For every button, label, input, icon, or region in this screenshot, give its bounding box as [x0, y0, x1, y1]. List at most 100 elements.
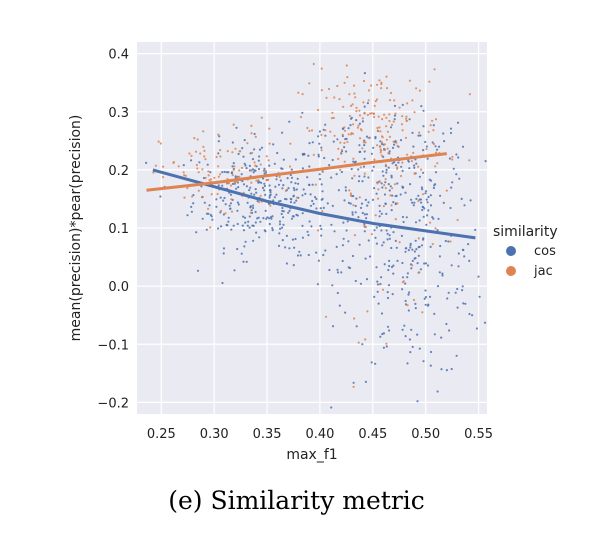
point-jac [390, 204, 393, 207]
point-cos [242, 155, 245, 158]
point-jac [382, 205, 385, 208]
point-cos [442, 201, 445, 204]
point-jac [357, 124, 360, 127]
point-jac [265, 155, 268, 158]
point-cos [242, 183, 246, 186]
point-jac [413, 111, 416, 114]
point-cos [361, 120, 364, 123]
point-jac [209, 226, 212, 229]
point-cos [307, 253, 310, 257]
point-jac [196, 138, 199, 141]
point-cos [424, 289, 427, 292]
point-cos [456, 306, 459, 309]
point-cos [253, 193, 256, 196]
point-cos [261, 177, 265, 180]
point-jac [296, 196, 299, 199]
point-cos [393, 161, 396, 164]
point-cos [414, 307, 417, 310]
point-jac [378, 79, 381, 82]
point-cos [407, 293, 410, 296]
point-cos [244, 221, 247, 224]
point-cos [443, 140, 446, 143]
point-cos [263, 167, 266, 170]
point-jac [362, 79, 366, 83]
point-jac [268, 142, 271, 145]
x-tick-label: 0.40 [305, 427, 334, 442]
point-cos [385, 345, 388, 348]
point-cos [240, 252, 243, 255]
point-cos [358, 144, 361, 147]
point-cos [388, 234, 391, 237]
point-cos [365, 217, 368, 220]
point-cos [307, 154, 310, 157]
point-jac [289, 142, 292, 145]
point-jac [341, 133, 344, 136]
point-cos [320, 146, 323, 149]
point-cos [272, 143, 275, 146]
point-jac [366, 113, 369, 117]
y-tick-label: 0.4 [108, 48, 129, 63]
point-jac [337, 157, 340, 160]
point-jac [432, 142, 435, 146]
point-cos [380, 182, 383, 185]
point-cos [345, 150, 348, 153]
point-cos [241, 147, 244, 150]
point-cos [401, 169, 404, 172]
point-cos [217, 152, 220, 155]
point-cos [409, 183, 412, 186]
point-cos [420, 105, 423, 108]
point-cos [373, 229, 376, 232]
point-jac [202, 130, 205, 133]
point-cos [420, 186, 423, 189]
point-cos [247, 220, 250, 223]
point-cos [321, 197, 324, 200]
point-cos [350, 168, 353, 171]
point-cos [363, 230, 366, 233]
point-cos [352, 195, 355, 198]
point-cos [391, 293, 394, 296]
point-cos [438, 145, 441, 148]
point-cos [411, 131, 414, 134]
point-jac [232, 123, 235, 126]
point-jac [396, 167, 399, 170]
point-cos [433, 333, 436, 336]
point-jac [386, 87, 389, 90]
point-jac [191, 195, 194, 198]
point-jac [384, 163, 387, 166]
x-tick-label: 0.25 [147, 427, 176, 442]
point-cos [387, 268, 390, 272]
point-cos [264, 209, 267, 212]
point-jac [370, 84, 373, 87]
point-cos [274, 185, 277, 188]
regression-line-jac [146, 152, 447, 192]
point-cos [233, 269, 236, 272]
point-jac [364, 226, 367, 229]
point-cos [426, 201, 429, 204]
point-cos [380, 312, 384, 315]
point-cos [289, 201, 293, 204]
point-cos [286, 177, 289, 180]
point-cos [310, 225, 313, 228]
point-cos [301, 152, 304, 156]
point-cos [268, 196, 271, 199]
point-cos [424, 262, 428, 265]
point-cos [392, 272, 395, 275]
point-jac [231, 151, 234, 154]
point-cos [328, 268, 331, 272]
point-cos [345, 137, 348, 140]
point-cos [336, 271, 340, 274]
point-jac [388, 99, 392, 102]
point-cos [376, 280, 379, 283]
point-cos [263, 229, 266, 232]
point-cos [384, 181, 387, 184]
point-jac [451, 158, 454, 161]
point-jac [345, 64, 348, 67]
point-cos [292, 195, 295, 198]
point-cos [366, 102, 369, 105]
point-jac [421, 311, 424, 314]
point-cos [221, 171, 224, 174]
point-cos [201, 217, 204, 220]
point-cos [230, 228, 233, 231]
point-cos [433, 312, 436, 315]
point-cos [429, 364, 432, 367]
